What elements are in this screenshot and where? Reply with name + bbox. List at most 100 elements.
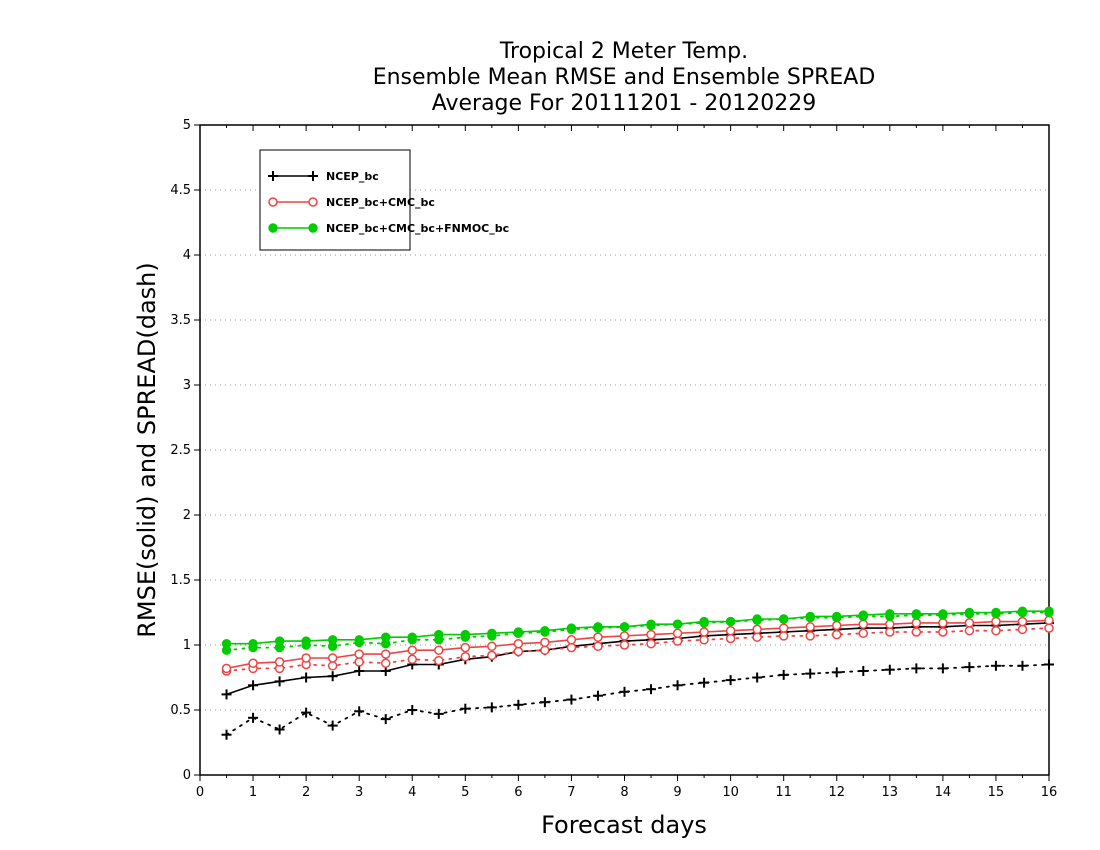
x-tick-label: 13 [882,785,899,800]
x-tick-label: 5 [461,785,469,800]
rmse-point [805,611,815,622]
rmse-point [1044,606,1054,616]
spread-point [513,699,524,710]
spread-point [805,668,816,679]
spread-point [1017,660,1028,671]
y-tick-label: 1 [183,638,191,653]
legend-marker [308,171,318,181]
legend-item: NCEP_bc+CMC_bc+FNMOC_bc [268,222,509,235]
spread-point [301,707,312,718]
rmse-point [301,653,311,663]
spread-point [434,655,444,666]
spread-point [725,675,736,686]
spread-point [672,680,683,691]
spread-point [990,660,1001,671]
rmse-point [1044,615,1054,626]
series-3 [221,606,1054,655]
legend-marker [268,171,278,181]
legend-marker [268,197,278,207]
rmse-point [513,627,524,637]
rmse-point [460,642,471,653]
y-tick-label: 4.5 [170,183,191,198]
rmse-point [672,619,683,629]
x-tick-label: 2 [302,785,310,800]
rmse-point [248,658,258,668]
spread-point [460,703,471,714]
spread-point [646,638,656,649]
rmse-point [725,616,736,627]
rmse-point [354,635,364,645]
legend-label: NCEP_bc [326,170,379,183]
rmse-point [407,645,417,655]
rmse-point [646,629,656,640]
spread-point [1017,624,1028,635]
rmse-point [354,666,365,676]
x-tick-label: 0 [196,785,204,800]
legend-label: NCEP_bc+CMC_bc [326,196,435,209]
rmse-point [487,628,497,638]
y-tick-label: 3 [183,378,191,393]
spread-point [937,663,948,674]
spread-point [433,708,444,719]
rmse-point [911,618,922,628]
rmse-point [752,624,762,635]
rmse-point [1017,606,1028,616]
rmse-point [221,689,232,700]
spread-point [486,702,497,713]
rmse-point [832,611,842,622]
spread-point [592,690,603,701]
rmse-point [327,635,338,645]
rmse-point [354,649,364,659]
rmse-point [619,622,630,632]
spread-point [566,694,577,705]
y-tick-label: 1.5 [170,573,191,588]
spread-point [274,724,285,735]
spread-point [832,629,842,640]
spread-point [460,651,471,662]
spread-point [1044,659,1054,670]
spread-point [911,663,922,674]
rmse-point [964,618,975,628]
rmse-point [301,636,311,646]
spread-point [1044,623,1054,633]
spread-point [566,642,577,653]
chart-title-line-3: Average For 20111201 - 20120229 [432,91,817,116]
rmse-point [699,616,709,627]
rmse-point [327,653,338,663]
spread-point [911,627,922,637]
spread-point [885,627,895,637]
spread-point [778,631,789,641]
spread-point [380,714,391,725]
spread-point [752,672,763,683]
rmse-point [646,619,656,629]
series-2 [221,615,1054,676]
rmse-point [885,609,895,619]
x-tick-label: 10 [722,785,739,800]
rmse-point [407,632,417,642]
rmse-point [248,639,258,649]
spread-point [593,641,603,652]
x-tick-label: 15 [988,785,1005,800]
spread-point [752,632,762,642]
rmse-point [778,623,789,633]
rmse-point [434,629,444,640]
legend-item: NCEP_bc [268,170,379,183]
x-tick-label: 4 [408,785,416,800]
spread-point [513,646,524,657]
x-tick-label: 6 [514,785,522,800]
y-tick-label: 0 [183,768,191,783]
spread-point [487,650,497,661]
rmse-point [540,637,550,648]
spread-point [778,669,789,680]
rmse-point [805,622,815,632]
rmse-point [540,626,550,636]
spread-point [858,666,869,676]
spread-point [221,729,232,740]
rmse-point [725,625,736,636]
spread-point [991,625,1001,636]
rmse-point [274,676,285,687]
legend-marker [268,223,278,233]
spread-point [831,667,842,678]
spread-point [884,664,895,675]
